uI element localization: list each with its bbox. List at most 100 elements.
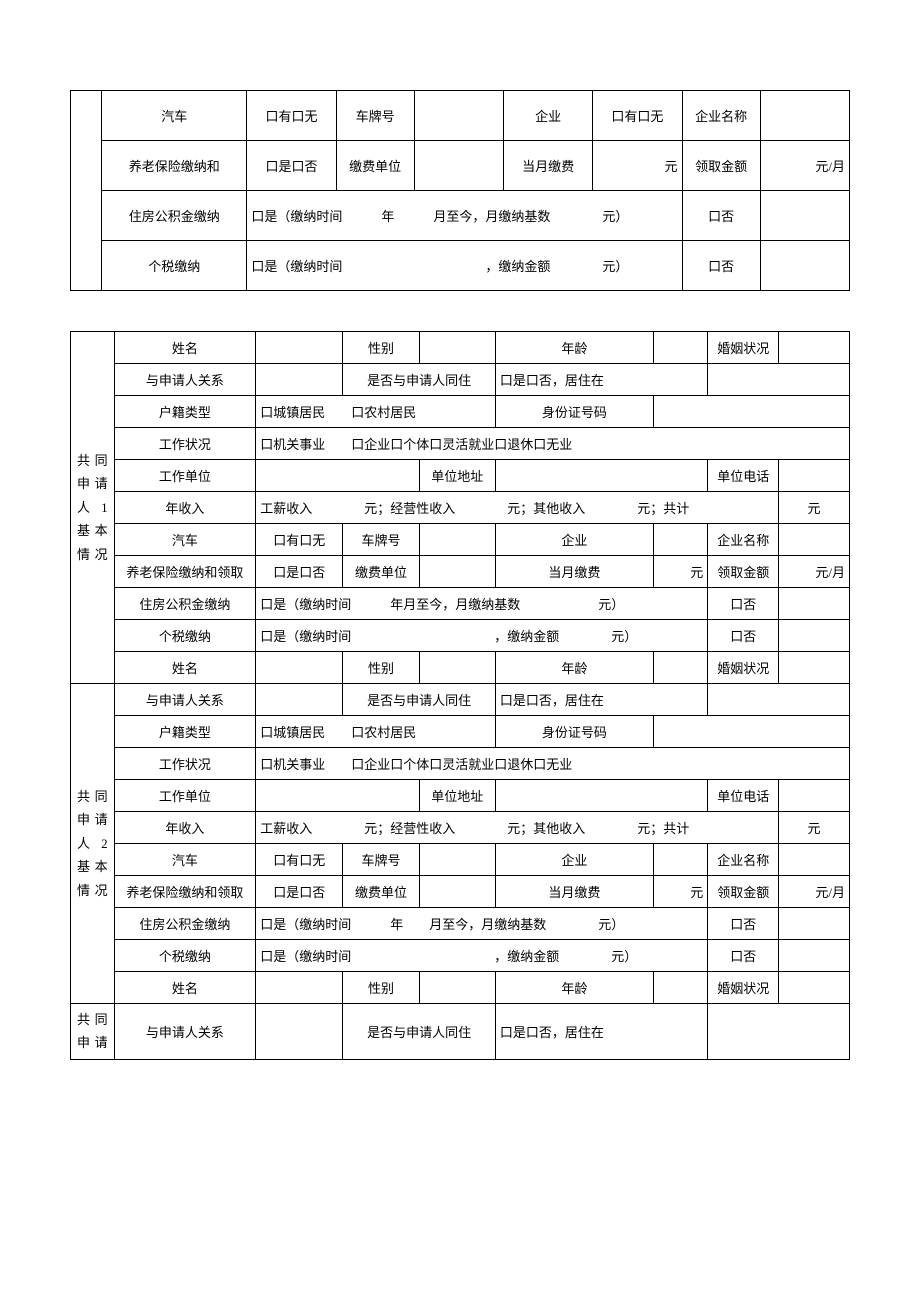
a3-relation: 与申请人关系 xyxy=(114,1004,256,1060)
a2-housing-blank[interactable] xyxy=(779,908,850,940)
a1-livewith-blank[interactable] xyxy=(708,364,850,396)
a1-marital2-v[interactable] xyxy=(779,652,850,684)
a2-company: 企业 xyxy=(495,844,653,876)
a2-income-yuan: 元 xyxy=(779,812,850,844)
a1-marital-v[interactable] xyxy=(779,332,850,364)
a1-companyname: 企业名称 xyxy=(708,524,779,556)
a1-idno-v[interactable] xyxy=(653,396,849,428)
group-3-label: 共 同 申请 xyxy=(71,1004,115,1060)
a1-payunit: 缴费单位 xyxy=(343,556,419,588)
a2-housing-text: 口是（缴纳时间 年 月至今，月缴纳基数 元） xyxy=(256,908,708,940)
a2-payunit-v[interactable] xyxy=(419,876,495,908)
a2-marital2-v[interactable] xyxy=(779,972,850,1004)
a1-company: 企业 xyxy=(495,524,653,556)
a2-idno-v[interactable] xyxy=(653,716,849,748)
value-tax-blank[interactable] xyxy=(760,241,849,291)
a1-workunit-v[interactable] xyxy=(256,460,419,492)
a1-housing-blank[interactable] xyxy=(779,588,850,620)
a2-age2-v[interactable] xyxy=(653,972,707,1004)
a2-gender2: 性别 xyxy=(343,972,419,1004)
value-plate[interactable] xyxy=(414,91,503,141)
a2-hukou-opts: 口城镇居民 口农村居民 xyxy=(256,716,496,748)
a1-company-v[interactable] xyxy=(653,524,707,556)
a2-unitphone-v[interactable] xyxy=(779,780,850,812)
label-plate: 车牌号 xyxy=(336,91,414,141)
a1-tax-blank[interactable] xyxy=(779,620,850,652)
a1-permonth: 元/月 xyxy=(779,556,850,588)
a1-housing-text: 口是（缴纳时间 年月至今，月缴纳基数 元） xyxy=(256,588,708,620)
a2-age2: 年龄 xyxy=(495,972,653,1004)
a2-car: 汽车 xyxy=(114,844,256,876)
a2-livewith-blank[interactable] xyxy=(708,684,850,716)
a1-age2: 年龄 xyxy=(495,652,653,684)
a1-payunit-v[interactable] xyxy=(419,556,495,588)
coapplicant-table: 共 同 申 请 人 1 基 本 情况 姓名 性别 年龄 婚姻状况 与申请人关系 … xyxy=(70,331,850,1060)
a1-relation-v[interactable] xyxy=(256,364,343,396)
a1-livewith: 是否与申请人同住 xyxy=(343,364,496,396)
a1-workunit: 工作单位 xyxy=(114,460,256,492)
a2-livewith-v: 口是口否，居住在 xyxy=(495,684,707,716)
a1-housing-no: 口否 xyxy=(708,588,779,620)
a2-workunit-v[interactable] xyxy=(256,780,419,812)
a1-gender-v[interactable] xyxy=(419,332,495,364)
a1-gender: 性别 xyxy=(343,332,419,364)
a2-monthpay: 当月缴费 xyxy=(495,876,653,908)
a1-plate-v[interactable] xyxy=(419,524,495,556)
value-housing-blank[interactable] xyxy=(760,191,849,241)
value-housing-no: 口否 xyxy=(682,191,760,241)
label-company: 企业 xyxy=(503,91,592,141)
a2-relation-v[interactable] xyxy=(256,684,343,716)
a2-tax-text: 口是（缴纳时间 ，缴纳金额 元） xyxy=(256,940,708,972)
a3-relation-v[interactable] xyxy=(256,1004,343,1060)
a1-name: 姓名 xyxy=(114,332,256,364)
a2-gender2-v[interactable] xyxy=(419,972,495,1004)
value-housing-text: 口是（缴纳时间 年 月至今，月缴纳基数 元） xyxy=(247,191,682,241)
a1-livewith-v: 口是口否，居住在 xyxy=(495,364,707,396)
label-tax: 个税缴纳 xyxy=(102,241,247,291)
label-receive: 领取金额 xyxy=(682,141,760,191)
a2-tax-blank[interactable] xyxy=(779,940,850,972)
a1-gender2-v[interactable] xyxy=(419,652,495,684)
a2-plate: 车牌号 xyxy=(343,844,419,876)
a1-receiveamt: 领取金额 xyxy=(708,556,779,588)
a1-car-haveno: 口有口无 xyxy=(256,524,343,556)
a1-income-yuan: 元 xyxy=(779,492,850,524)
a1-name2-v[interactable] xyxy=(256,652,343,684)
a3-livewith: 是否与申请人同住 xyxy=(343,1004,496,1060)
a1-idno: 身份证号码 xyxy=(495,396,653,428)
a1-companyname-v[interactable] xyxy=(779,524,850,556)
a1-unitphone-v[interactable] xyxy=(779,460,850,492)
a3-livewith-blank[interactable] xyxy=(708,1004,850,1060)
a2-unitaddr-v[interactable] xyxy=(495,780,707,812)
a1-age: 年龄 xyxy=(495,332,653,364)
a2-pension-yn: 口是口否 xyxy=(256,876,343,908)
a1-monthpay-yuan: 元 xyxy=(653,556,707,588)
a2-income: 年收入 xyxy=(114,812,256,844)
value-company-haveno: 口有口无 xyxy=(593,91,682,141)
a1-tax: 个税缴纳 xyxy=(114,620,256,652)
a1-age-v[interactable] xyxy=(653,332,707,364)
a1-tax-text: 口是（缴纳时间 ，缴纳金额 元） xyxy=(256,620,708,652)
value-tax-text: 口是（缴纳时间 ，缴纳金额 元） xyxy=(247,241,682,291)
value-company-name[interactable] xyxy=(760,91,849,141)
a1-unitaddr-v[interactable] xyxy=(495,460,707,492)
label-pension: 养老保险缴纳和 xyxy=(102,141,247,191)
a1-name-v[interactable] xyxy=(256,332,343,364)
a2-companyname-v[interactable] xyxy=(779,844,850,876)
a2-name2-v[interactable] xyxy=(256,972,343,1004)
a2-unitphone: 单位电话 xyxy=(708,780,779,812)
value-monthpay-yuan: 元 xyxy=(593,141,682,191)
a2-marital2: 婚姻状况 xyxy=(708,972,779,1004)
a1-relation: 与申请人关系 xyxy=(114,364,256,396)
value-payunit[interactable] xyxy=(414,141,503,191)
a2-company-v[interactable] xyxy=(653,844,707,876)
a2-plate-v[interactable] xyxy=(419,844,495,876)
a1-name2: 姓名 xyxy=(114,652,256,684)
group-2-label: 共 同 申 请 人 2 基 本 情况 xyxy=(71,684,115,1004)
a1-plate: 车牌号 xyxy=(343,524,419,556)
a2-hukou: 户籍类型 xyxy=(114,716,256,748)
a1-age2-v[interactable] xyxy=(653,652,707,684)
a2-workunit: 工作单位 xyxy=(114,780,256,812)
label-car: 汽车 xyxy=(102,91,247,141)
a2-payunit: 缴费单位 xyxy=(343,876,419,908)
